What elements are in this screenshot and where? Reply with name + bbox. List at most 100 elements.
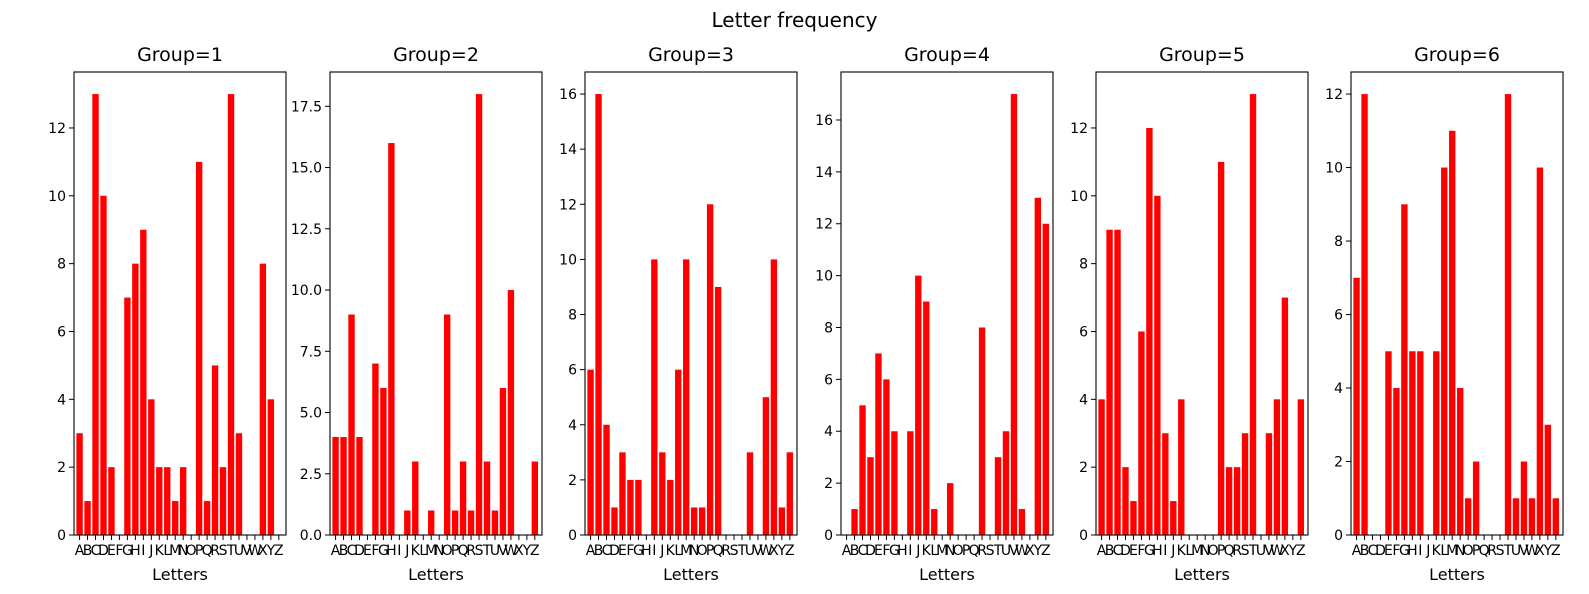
x-tick-label: U xyxy=(1511,543,1521,559)
bar xyxy=(267,399,275,535)
bar xyxy=(1449,130,1456,536)
x-tick-label: T xyxy=(737,543,747,559)
x-tick-label: O xyxy=(1463,543,1474,559)
x-tick-label: N xyxy=(434,543,444,559)
x-tick-label: V xyxy=(1519,543,1529,559)
x-tick-label: V xyxy=(1264,543,1274,559)
bar xyxy=(404,510,411,535)
x-tick-label: F xyxy=(1137,543,1145,559)
bar xyxy=(603,424,610,535)
x-tick-label: G xyxy=(1399,543,1410,559)
x-tick-label: K xyxy=(922,543,932,559)
plot-frame xyxy=(329,71,543,536)
x-tick-label: U xyxy=(745,543,755,559)
y-tick-label: 12 xyxy=(815,217,833,233)
panel-title: Group=2 xyxy=(393,44,479,66)
plot-frame xyxy=(1350,71,1564,536)
bar xyxy=(1520,461,1528,535)
bar xyxy=(348,314,355,535)
x-tick-label: I xyxy=(908,543,912,559)
bar xyxy=(1441,167,1448,536)
bar xyxy=(164,467,171,535)
bar xyxy=(1162,433,1169,535)
bar xyxy=(1409,351,1416,535)
panel-title: Group=5 xyxy=(1159,44,1245,66)
x-tick-label: N xyxy=(945,543,955,559)
y-tick-label: 2 xyxy=(1079,460,1088,476)
x-tick-label: G xyxy=(1144,543,1155,559)
bar xyxy=(691,507,698,535)
x-tick-label: F xyxy=(626,543,634,559)
bar xyxy=(1464,498,1472,535)
bar xyxy=(923,301,930,535)
bar xyxy=(1504,94,1512,536)
bar xyxy=(1114,229,1121,536)
x-tick-label: P xyxy=(1217,543,1225,559)
plot-frame xyxy=(584,71,798,536)
x-tick-label: C xyxy=(1368,543,1378,559)
x-tick-label: Z xyxy=(1551,543,1561,559)
x-tick-label: K xyxy=(666,543,676,559)
bar xyxy=(851,509,858,535)
x-tick-label: I xyxy=(1163,543,1167,559)
x-tick-label: D xyxy=(1375,543,1386,559)
x-tick-label: M xyxy=(169,543,181,559)
y-tick-label: 10 xyxy=(1070,189,1088,205)
x-tick-label: J xyxy=(1425,543,1430,559)
x-tick-label: Z xyxy=(274,543,284,559)
y-tick-label: 14 xyxy=(559,142,577,158)
x-tick-label: V xyxy=(498,543,508,559)
bar xyxy=(195,161,203,535)
bar xyxy=(994,457,1002,535)
x-axis-label: Letters xyxy=(408,565,464,584)
x-tick-label: P xyxy=(195,543,203,559)
bar xyxy=(1281,297,1289,535)
bar xyxy=(340,437,347,535)
bar xyxy=(259,263,267,535)
y-tick-label: 2 xyxy=(568,473,577,489)
y-tick-label: 12 xyxy=(1325,87,1343,103)
x-tick-label: T xyxy=(993,543,1003,559)
bar xyxy=(1034,197,1042,536)
x-tick-label: Q xyxy=(1224,543,1235,559)
bar xyxy=(1122,467,1129,535)
y-tick-label: 16 xyxy=(559,87,577,103)
x-tick-label: H xyxy=(130,543,141,559)
bar xyxy=(1217,161,1225,535)
bar xyxy=(1138,331,1145,535)
y-tick-label: 0 xyxy=(57,528,66,544)
figure-title: Letter frequency xyxy=(712,8,878,32)
bar xyxy=(219,467,227,535)
bar xyxy=(770,259,778,535)
x-tick-label: H xyxy=(1152,543,1163,559)
bar xyxy=(1361,94,1368,536)
bar xyxy=(1297,399,1305,535)
x-tick-label: R xyxy=(466,543,476,559)
panel-title: Group=1 xyxy=(137,44,223,66)
x-tick-label: W xyxy=(248,543,262,559)
x-tick-label: E xyxy=(363,543,372,559)
bar xyxy=(172,501,179,535)
bar xyxy=(1225,467,1233,535)
bar xyxy=(1170,501,1177,535)
x-tick-label: A xyxy=(75,543,85,559)
y-tick-label: 10 xyxy=(559,252,577,268)
x-tick-label: R xyxy=(1232,543,1242,559)
x-tick-label: D xyxy=(865,543,876,559)
x-tick-label: J xyxy=(148,543,153,559)
bar xyxy=(627,479,634,535)
y-tick-label: 8 xyxy=(1079,257,1088,273)
x-tick-label: S xyxy=(730,543,739,559)
y-tick-label: 10.0 xyxy=(291,283,322,299)
bar xyxy=(531,461,539,535)
bar xyxy=(683,259,690,535)
x-tick-label: L xyxy=(1440,543,1448,559)
x-tick-label: O xyxy=(697,543,708,559)
y-tick-label: 0 xyxy=(824,528,833,544)
bar xyxy=(1010,94,1018,536)
bar xyxy=(1472,461,1480,535)
y-tick-label: 10 xyxy=(1325,161,1343,177)
bar xyxy=(1433,351,1440,535)
